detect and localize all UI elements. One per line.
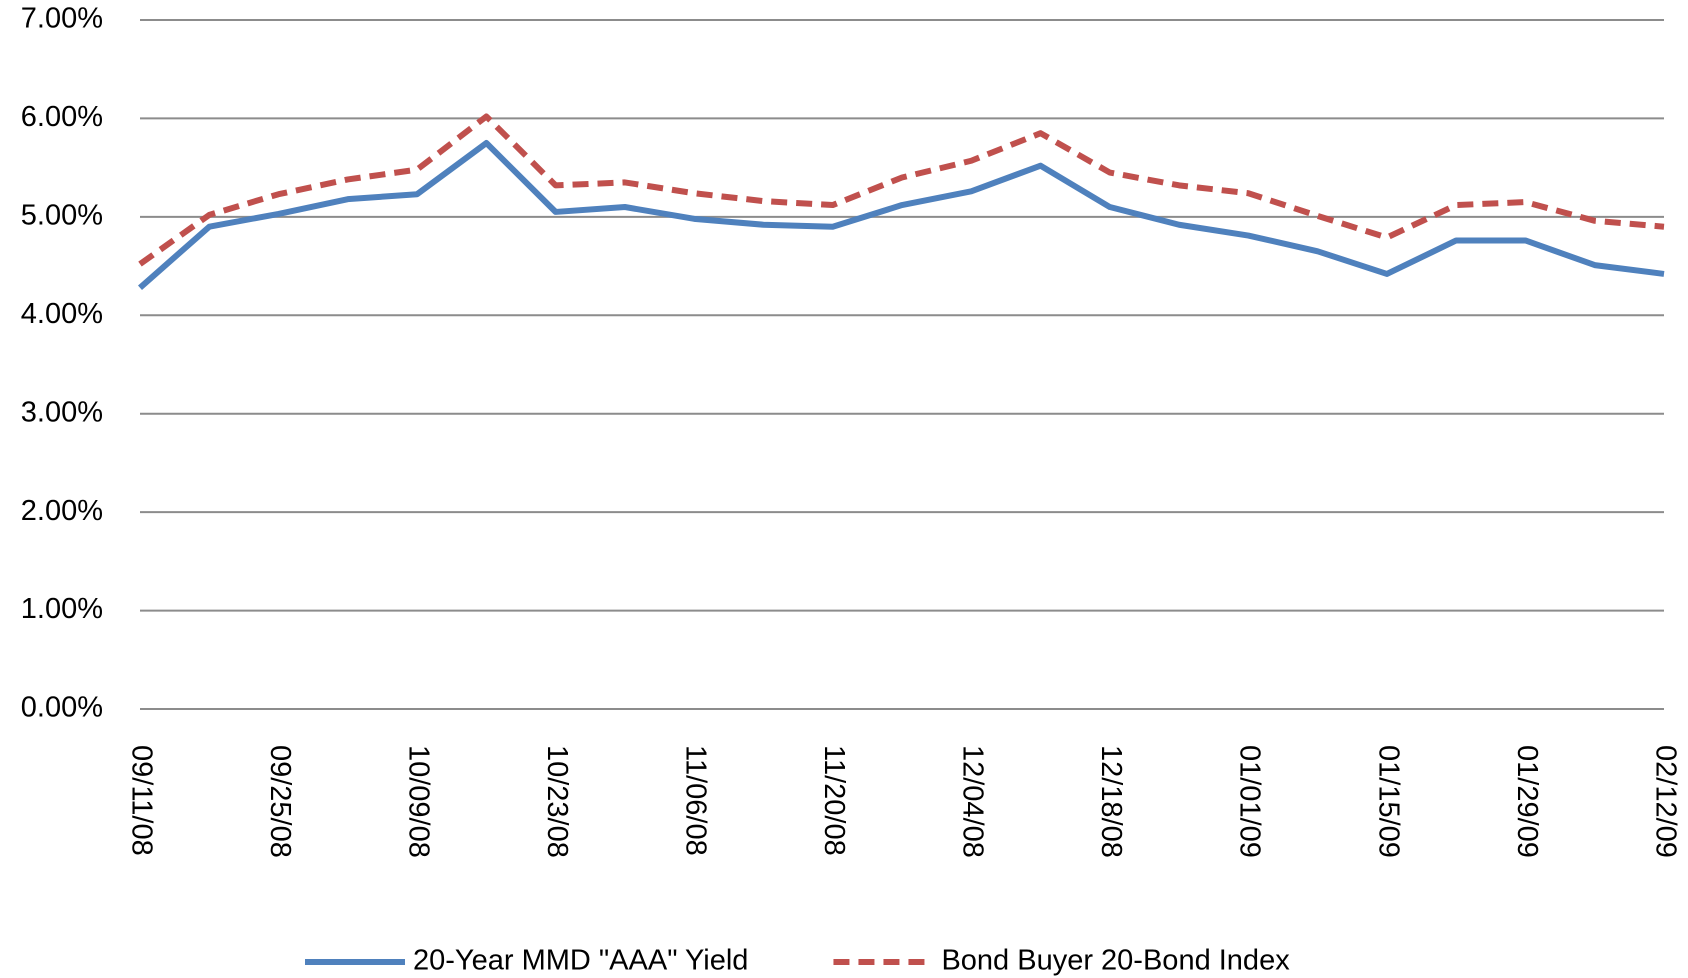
x-tick-label: 01/29/09 bbox=[1511, 745, 1543, 858]
x-tick-label: 10/09/08 bbox=[402, 745, 434, 858]
x-tick-label: 02/12/09 bbox=[1649, 745, 1681, 858]
y-tick-label: 1.00% bbox=[21, 593, 103, 625]
x-tick-label: 09/25/08 bbox=[264, 745, 296, 858]
y-tick-label: 7.00% bbox=[21, 3, 103, 35]
y-tick-label: 0.00% bbox=[21, 692, 103, 724]
y-tick-label: 6.00% bbox=[21, 101, 103, 133]
y-tick-label: 3.00% bbox=[21, 396, 103, 428]
x-tick-label: 12/04/08 bbox=[957, 745, 989, 858]
x-tick-label: 01/15/09 bbox=[1372, 745, 1404, 858]
y-tick-label: 2.00% bbox=[21, 495, 103, 527]
series-line bbox=[138, 140, 1665, 290]
x-tick-label: 01/01/09 bbox=[1234, 745, 1266, 858]
x-tick-label: 12/18/08 bbox=[1095, 745, 1127, 858]
x-tick-label: 11/20/08 bbox=[818, 745, 850, 856]
x-tick-label: 11/06/08 bbox=[680, 745, 712, 856]
y-tick-label: 4.00% bbox=[21, 298, 103, 330]
x-tick-label: 10/23/08 bbox=[541, 745, 573, 858]
series-line bbox=[138, 113, 1665, 267]
legend-label: Bond Buyer 20-Bond Index bbox=[941, 945, 1290, 977]
y-tick-label: 5.00% bbox=[21, 200, 103, 232]
x-tick-label: 09/11/08 bbox=[125, 745, 157, 856]
legend-label: 20-Year MMD "AAA" Yield bbox=[413, 945, 748, 977]
